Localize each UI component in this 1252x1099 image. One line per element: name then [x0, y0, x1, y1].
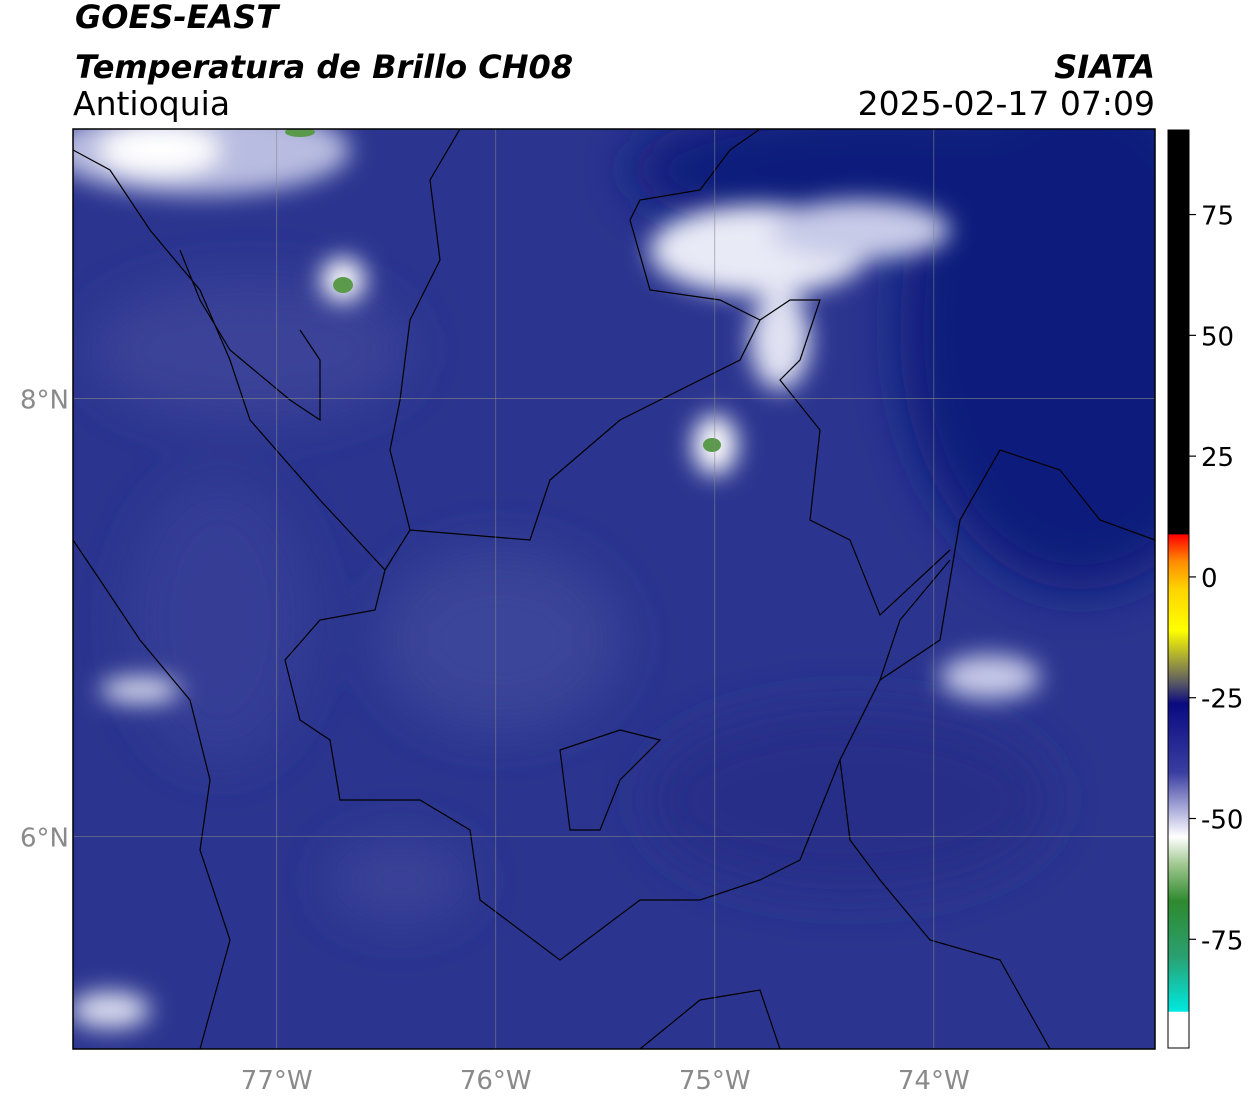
map-image	[73, 129, 1155, 1049]
colorbar-tick-label: 75	[1201, 202, 1234, 232]
product: Temperatura de Brillo CH08	[75, 48, 573, 86]
x-tick-label: 75°W	[679, 1066, 751, 1096]
graticule	[73, 129, 1155, 1049]
datetime: 2025-02-17 07:09	[858, 84, 1155, 123]
y-tick-label: 6°N	[20, 824, 69, 854]
x-tick-label: 76°W	[460, 1066, 532, 1096]
satellite: GOES-EAST	[75, 0, 280, 36]
colorbar-tick-label: 50	[1201, 322, 1234, 352]
colorbar	[1167, 129, 1190, 1049]
colorbar-tick-label: -25	[1201, 685, 1243, 715]
x-tick-label: 74°W	[898, 1066, 970, 1096]
colorbar-tick-label: -50	[1201, 806, 1243, 836]
y-tick-label: 8°N	[20, 385, 69, 415]
region: Antioquia	[73, 84, 230, 123]
source: SIATA	[1054, 48, 1155, 86]
x-tick-label: 77°W	[241, 1066, 313, 1096]
colorbar-tick-label: 0	[1201, 564, 1218, 594]
colorbar-tick-label: 25	[1201, 443, 1234, 473]
colorbar-tick-label: -75	[1201, 926, 1243, 956]
map-frame	[72, 128, 1156, 1050]
